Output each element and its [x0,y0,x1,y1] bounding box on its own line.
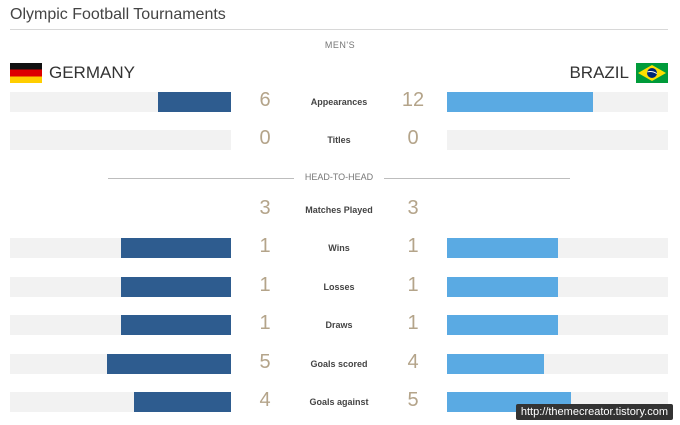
right-bar-fill [447,315,558,335]
germany-flag-icon [10,63,42,83]
h2h-line-right [384,178,570,179]
left-value: 1 [259,235,271,257]
left-value: 1 [259,312,271,334]
right-value: 4 [407,351,419,373]
right-bar-track [447,130,668,150]
left-bar-fill [158,92,231,112]
left-bar-fill [133,392,231,412]
left-value: 0 [259,127,271,149]
left-bar-fill [107,354,231,374]
stat-row-titles: 0 Titles 0 [0,127,680,150]
stat-label: Appearances [310,97,368,107]
left-bar-track [10,92,231,112]
stat-label: Matches Played [305,205,373,215]
stat-label: Losses [323,282,355,292]
right-bar-track [447,315,668,335]
left-value: 3 [259,197,271,219]
right-value: 0 [407,127,419,149]
brazil-flag-icon [636,63,668,83]
stat-row-wins: 1 Wins 1 [0,235,680,258]
stat-row-appearances: 6 Appearances 12 [0,89,680,112]
left-bar-track [10,130,231,150]
right-bar-track [447,354,668,374]
head-to-head-label: HEAD-TO-HEAD [298,172,380,182]
stat-row-goals-scored: 5 Goals scored 4 [0,351,680,374]
right-value: 1 [407,274,419,296]
right-bar-fill [447,92,593,112]
left-value: 5 [259,351,271,373]
left-bar-fill [120,277,231,297]
stat-row-losses: 1 Losses 1 [0,274,680,297]
stat-label: Goals against [309,397,369,407]
stat-row-draws: 1 Draws 1 [0,312,680,335]
left-bar-track [10,238,231,258]
left-bar-track [10,315,231,335]
left-value: 4 [259,389,271,411]
left-bar-track [10,354,231,374]
title-divider [10,29,668,30]
left-bar-track [10,392,231,412]
team-right-name: BRAZIL [569,63,629,82]
left-bar-fill [120,315,231,335]
stat-label: Titles [327,135,351,145]
stat-label: Wins [328,243,350,253]
team-germany: GERMANY [10,62,135,84]
right-value: 1 [407,235,419,257]
right-bar-track [447,277,668,297]
left-value: 1 [259,274,271,296]
right-bar-fill [447,277,558,297]
stat-label: Draws [325,320,353,330]
h2h-line-left [108,178,294,179]
right-value: 5 [407,389,419,411]
right-value: 12 [401,89,425,111]
left-bar-fill [120,238,231,258]
right-bar-fill [447,354,545,374]
page-title: Olympic Football Tournaments [10,6,226,23]
left-bar-track [10,277,231,297]
right-bar-track [447,238,668,258]
stat-label: Goals scored [310,359,368,369]
right-value: 3 [407,197,419,219]
mens-section-label: MEN'S [324,40,356,50]
team-left-name: GERMANY [49,63,135,82]
watermark-url: http://themecreator.tistory.com [515,404,673,420]
right-bar-track [447,92,668,112]
left-value: 6 [259,89,271,111]
head-to-head-divider: HEAD-TO-HEAD [108,172,570,184]
stat-row-matches-played: 3 Matches Played 3 [0,197,680,220]
right-value: 1 [407,312,419,334]
team-brazil: BRAZIL [569,62,668,84]
right-bar-fill [447,238,558,258]
